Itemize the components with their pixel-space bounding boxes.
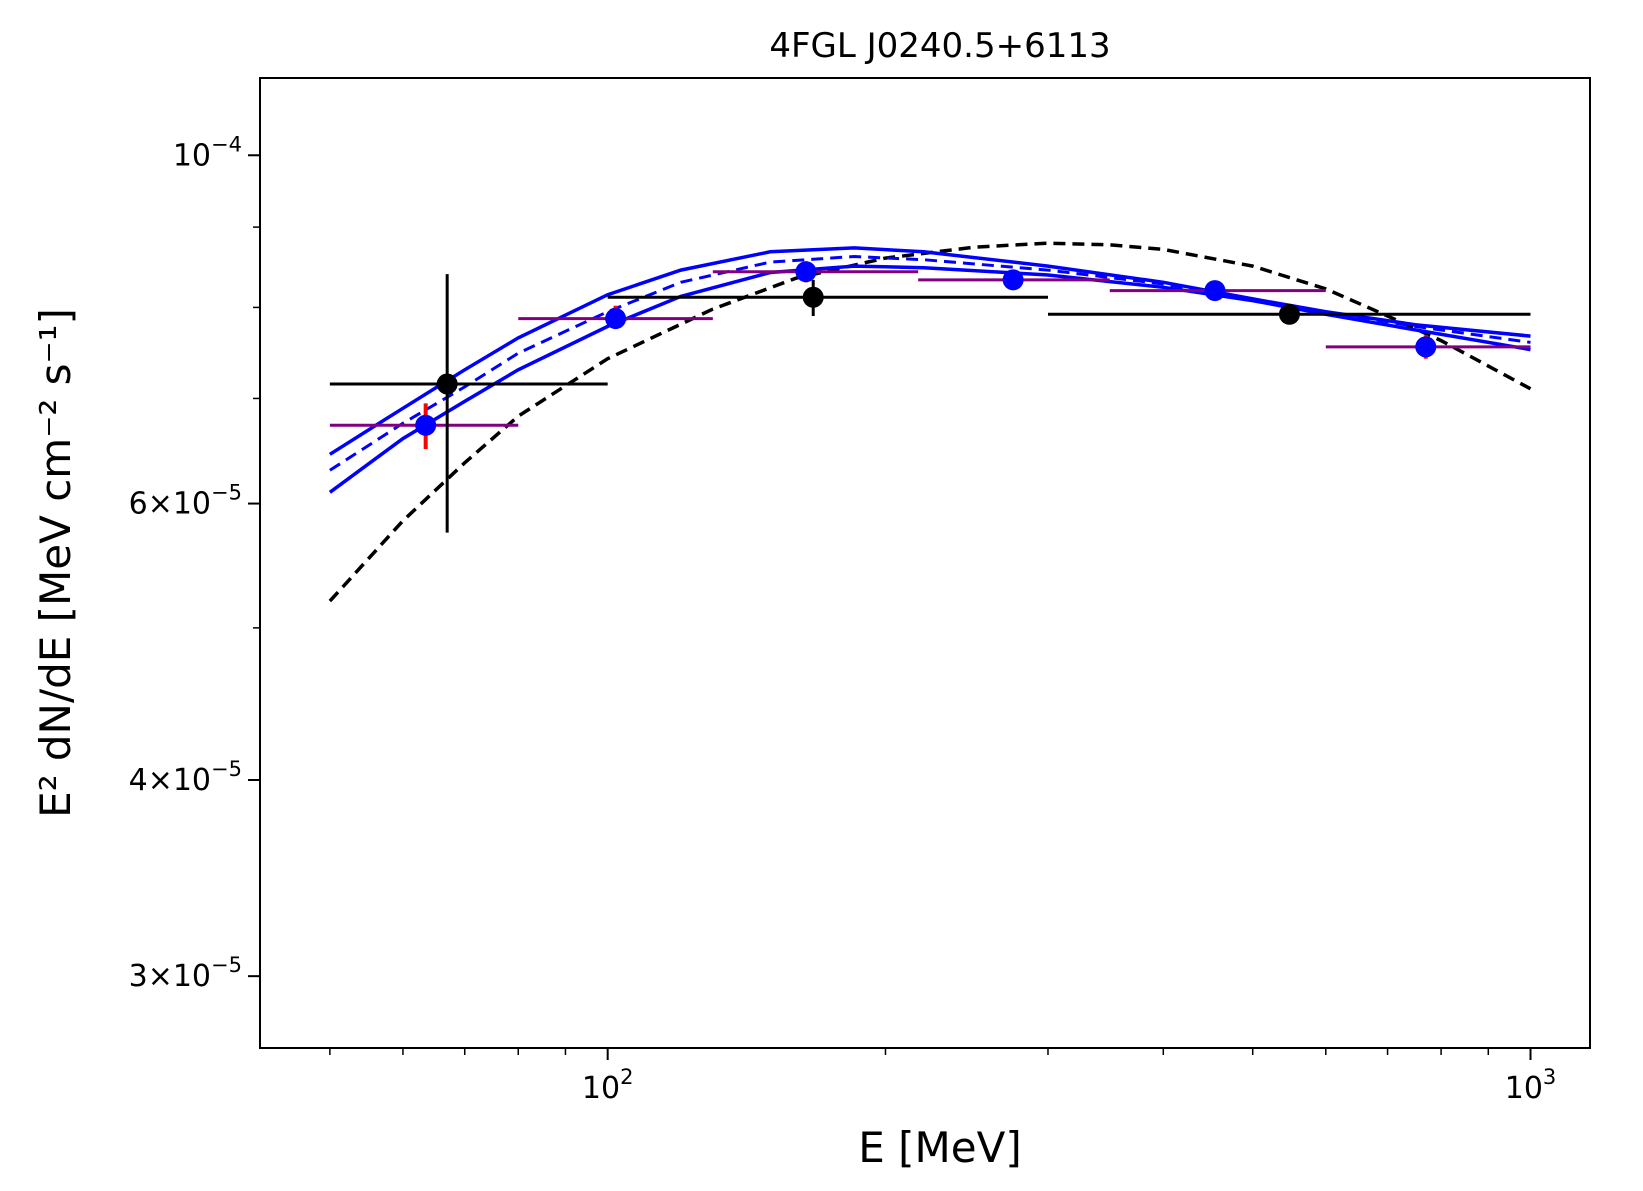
y-axis-label: E² dN/dE [MeV cm⁻² s⁻¹]	[31, 308, 80, 818]
x-axis-label: E [MeV]	[858, 1123, 1021, 1172]
x-tick-label: 103	[1505, 1065, 1557, 1106]
y-tick-label: 4×10−5	[129, 757, 242, 798]
blue-data-point	[1415, 336, 1437, 358]
chart-title: 4FGL J0240.5+6113	[769, 26, 1110, 66]
black-data-point	[436, 373, 458, 395]
black-data-point	[802, 286, 824, 308]
blue-data-point	[605, 308, 627, 330]
plot-area	[328, 241, 1532, 603]
axis-ticks: 102 103 10−4 6×10−5 4×10−5 3×10−5	[129, 132, 1557, 1106]
blue-data-point	[415, 414, 437, 436]
blue-data-point	[1002, 269, 1024, 291]
y-tick-label: 3×10−5	[129, 953, 242, 994]
axes-frame	[259, 77, 1591, 1049]
blue-model-lower-curve	[328, 264, 1531, 494]
y-tick-label: 6×10−5	[129, 481, 242, 522]
blue-model-best-fit-curve	[329, 254, 1531, 472]
black-data-point	[1278, 303, 1300, 325]
x-tick-label: 102	[582, 1065, 634, 1106]
blue-model-upper-curve	[328, 246, 1531, 456]
y-tick-label: 10−4	[173, 132, 242, 173]
blue-data-point	[795, 261, 817, 283]
blue-data-point	[1204, 280, 1226, 302]
